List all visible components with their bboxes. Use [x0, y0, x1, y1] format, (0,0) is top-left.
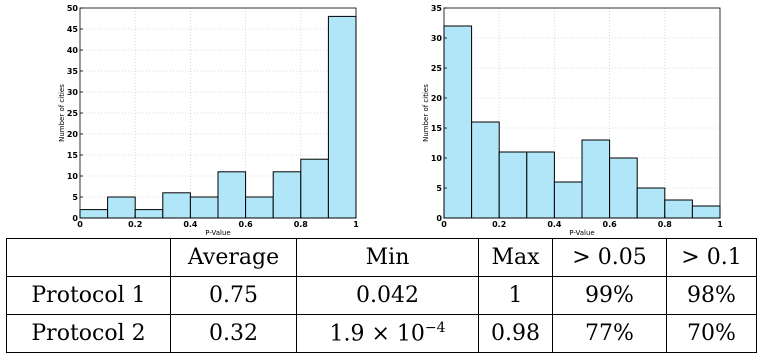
header-empty-cell — [7, 239, 171, 277]
histogram-bar — [301, 159, 329, 218]
x-tick-label: 0.6 — [239, 220, 254, 229]
histogram-bar — [692, 206, 720, 218]
x-tick-label: 0.2 — [492, 220, 506, 229]
y-tick-label: 5 — [72, 193, 78, 202]
min-mantissa: 1.9 × 10 — [329, 322, 424, 347]
header-min: Min — [297, 239, 479, 277]
table-row: Protocol 1 0.75 0.042 1 99% 98% — [7, 277, 757, 315]
histogram-bar — [218, 172, 246, 218]
y-tick-label: 45 — [67, 25, 79, 34]
p-value-summary-table: Average Min Max > 0.05 > 0.1 Protocol 1 … — [6, 238, 757, 353]
histogram-bar — [637, 188, 665, 218]
y-tick-label: 20 — [67, 130, 79, 139]
y-tick-label: 5 — [436, 184, 442, 193]
y-tick-label: 30 — [431, 34, 443, 43]
histogram-bar — [472, 122, 500, 218]
y-axis-label: Number of cities — [422, 84, 430, 142]
x-tick-label: 1 — [353, 220, 359, 229]
header-gt-005: > 0.05 — [553, 239, 667, 277]
cell-gt-01: 70% — [667, 315, 757, 353]
cell-average: 0.32 — [171, 315, 297, 353]
row-label: Protocol 1 — [7, 277, 171, 315]
row-label: Protocol 2 — [7, 315, 171, 353]
x-axis-label: P-Value — [569, 229, 594, 237]
header-gt-01: > 0.1 — [667, 239, 757, 277]
histogram-bar — [190, 197, 218, 218]
cell-gt-01: 98% — [667, 277, 757, 315]
y-tick-label: 25 — [67, 109, 79, 118]
header-max: Max — [479, 239, 553, 277]
x-tick-label: 0 — [77, 220, 83, 229]
histogram-bar — [246, 197, 274, 218]
x-tick-label: 1 — [717, 220, 723, 229]
y-tick-label: 10 — [67, 172, 79, 181]
x-tick-label: 0.8 — [658, 220, 673, 229]
y-tick-label: 25 — [431, 64, 443, 73]
header-average: Average — [171, 239, 297, 277]
cell-min: 0.042 — [297, 277, 479, 315]
histogram-bar — [163, 193, 191, 218]
histogram-bar — [554, 182, 582, 218]
y-tick-label: 20 — [431, 94, 443, 103]
min-exponent: −4 — [425, 320, 446, 336]
histogram-bar — [582, 140, 610, 218]
y-tick-label: 50 — [67, 4, 79, 13]
x-axis-label: P-Value — [205, 229, 230, 237]
table-header-row: Average Min Max > 0.05 > 0.1 — [7, 239, 757, 277]
cell-max: 1 — [479, 277, 553, 315]
cell-max: 0.98 — [479, 315, 553, 353]
y-tick-label: 35 — [431, 4, 443, 13]
histogram-bar — [665, 200, 693, 218]
x-tick-label: 0.8 — [294, 220, 309, 229]
histogram-bar — [108, 197, 136, 218]
cell-average: 0.75 — [171, 277, 297, 315]
histogram-bar — [527, 152, 555, 218]
y-tick-label: 30 — [67, 88, 79, 97]
histogram-bar — [610, 158, 638, 218]
y-tick-label: 15 — [431, 124, 443, 133]
histogram-bar — [444, 26, 472, 218]
y-tick-label: 35 — [67, 67, 79, 76]
histogram-bar — [135, 210, 163, 218]
x-tick-label: 0 — [441, 220, 447, 229]
cell-gt-005: 99% — [553, 277, 667, 315]
histogram-bar — [80, 210, 108, 218]
table-row: Protocol 2 0.32 1.9 × 10−4 0.98 77% 70% — [7, 315, 757, 353]
y-tick-label: 40 — [67, 46, 79, 55]
histogram-bar — [499, 152, 527, 218]
y-tick-label: 10 — [431, 154, 443, 163]
x-tick-label: 0.4 — [547, 220, 562, 229]
cell-min: 1.9 × 10−4 — [297, 315, 479, 353]
histogram-bar — [328, 16, 356, 218]
y-axis-label: Number of cities — [58, 84, 66, 142]
histogram-bar — [273, 172, 301, 218]
x-tick-label: 0.4 — [183, 220, 198, 229]
cell-gt-005: 77% — [553, 315, 667, 353]
y-tick-label: 15 — [67, 151, 79, 160]
x-tick-label: 0.2 — [128, 220, 142, 229]
x-tick-label: 0.6 — [603, 220, 618, 229]
